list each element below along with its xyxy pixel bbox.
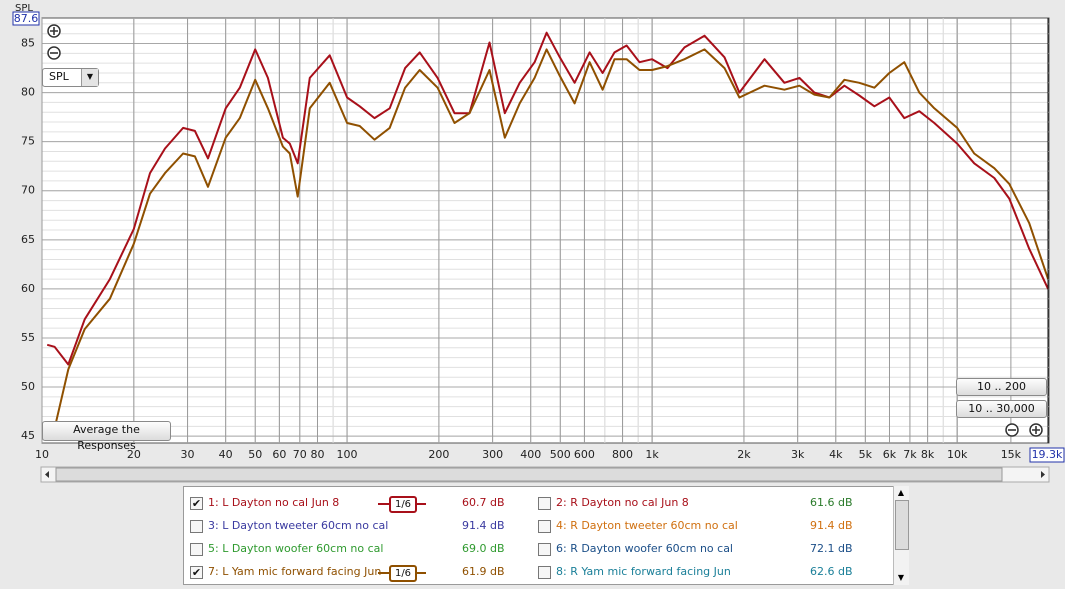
legend-level: 91.4 dB bbox=[462, 519, 505, 532]
scroll-up[interactable]: ▲ bbox=[897, 488, 905, 497]
x-zoom-in-icon[interactable] bbox=[1029, 423, 1043, 437]
x-tick-label: 8k bbox=[921, 448, 935, 461]
x-tick-label: 80 bbox=[310, 448, 324, 461]
v-scrollbar[interactable]: ▲ ▼ bbox=[893, 486, 909, 585]
checkbox[interactable] bbox=[190, 520, 203, 533]
x-tick-label: 600 bbox=[574, 448, 595, 461]
x-tick-label: 300 bbox=[482, 448, 503, 461]
y-tick-label: 55 bbox=[21, 331, 35, 344]
smoothing-label: 1/6 bbox=[389, 565, 417, 582]
y-tick-label: 45 bbox=[21, 429, 35, 442]
legend-row: 6: R Dayton woofer 60cm no cal 72.1 dB bbox=[538, 540, 898, 558]
checkbox[interactable] bbox=[538, 543, 551, 556]
x-tick-labels: 10 20 30 40 50 60 70 80 100 200 300 400 500 600 800 1k 2… bbox=[35, 448, 1022, 461]
legend-name: 8: R Yam mic forward facing Jun bbox=[556, 565, 731, 578]
zoom-preset-button[interactable]: 10 .. 200 bbox=[956, 378, 1047, 396]
x-tick-label: 2k bbox=[737, 448, 751, 461]
smoothing-label: 1/6 bbox=[389, 496, 417, 513]
legend-row: ✔ 7: L Yam mic forward facing Jun 1/6 61.9 … bbox=[190, 563, 550, 582]
x-tick-label: 70 bbox=[293, 448, 307, 461]
x-tick-label: 30 bbox=[181, 448, 195, 461]
x-tick-label: 6k bbox=[883, 448, 897, 461]
zoom-preset-button[interactable]: 10 .. 30,000 bbox=[956, 400, 1047, 418]
chart: SPL 87.6 10 20 30 40 50 60 70 80 100 200 300 400 500… bbox=[12, 3, 1065, 483]
response-curve bbox=[53, 48, 1049, 429]
legend-row: 5: L Dayton woofer 60cm no cal 69.0 dB bbox=[190, 540, 550, 558]
legend-row: 8: R Yam mic forward facing Jun 62.6 dB bbox=[538, 563, 898, 581]
legend-level: 91.4 dB bbox=[810, 519, 853, 532]
cursor-box bbox=[1029, 447, 1065, 463]
measurement-list: ✔ 1: L Dayton no cal Jun 8 1/6 60.7 dB 2: R … bbox=[183, 486, 908, 585]
y-tick-label: 80 bbox=[21, 86, 35, 99]
grid bbox=[41, 18, 1049, 443]
x-tick-label: 7k bbox=[903, 448, 917, 461]
legend-level: 72.1 dB bbox=[810, 542, 853, 555]
response-curve bbox=[46, 31, 1049, 366]
legend-name: 4: R Dayton tweeter 60cm no cal bbox=[556, 519, 738, 532]
x-tick-label: 500 bbox=[550, 448, 571, 461]
legend-level: 61.9 dB bbox=[462, 565, 505, 578]
checkbox[interactable]: ✔ bbox=[190, 566, 203, 579]
x-tick-label: 3k bbox=[791, 448, 805, 461]
x-tick-label: 800 bbox=[612, 448, 633, 461]
checkbox[interactable] bbox=[538, 497, 551, 510]
legend-name: 3: L Dayton tweeter 60cm no cal bbox=[208, 519, 389, 532]
y-tick-label: 65 bbox=[21, 233, 35, 246]
x-tick-label: 100 bbox=[337, 448, 358, 461]
smoothing-badge: 1/6 bbox=[378, 495, 426, 513]
x-tick-label: 10 bbox=[35, 448, 49, 461]
dropdown-arrow: ▼ bbox=[81, 69, 98, 86]
scroll-thumb[interactable] bbox=[895, 500, 909, 550]
x-tick-label: 40 bbox=[219, 448, 233, 461]
checkbox[interactable] bbox=[190, 543, 203, 556]
x-tick-label: 20 bbox=[127, 448, 141, 461]
legend-name: 5: L Dayton woofer 60cm no cal bbox=[208, 542, 384, 555]
legend-row: 2: R Dayton no cal Jun 8 61.6 dB bbox=[538, 494, 898, 512]
x-tick-label: 400 bbox=[520, 448, 541, 461]
y-tick-label: 50 bbox=[21, 380, 35, 393]
smoothing-badge: 1/6 bbox=[378, 564, 426, 582]
average-button[interactable]: Average the Responses bbox=[42, 421, 171, 452]
legend-name: 6: R Dayton woofer 60cm no cal bbox=[556, 542, 733, 555]
x-tick-label: 4k bbox=[829, 448, 843, 461]
legend-row: ✔ 1: L Dayton no cal Jun 8 1/6 60.7 dB bbox=[190, 494, 550, 513]
legend-name: 1: L Dayton no cal Jun 8 bbox=[208, 496, 340, 509]
zoom-in-icon[interactable] bbox=[47, 24, 61, 38]
scroll-down[interactable]: ▼ bbox=[897, 573, 905, 582]
x-tick-label: 50 bbox=[248, 448, 262, 461]
x-tick-label: 1k bbox=[645, 448, 659, 461]
curves bbox=[46, 31, 1049, 429]
legend-level: 61.6 dB bbox=[810, 496, 853, 509]
legend-row: 3: L Dayton tweeter 60cm no cal 91.4 dB bbox=[190, 517, 550, 535]
x-tick-label: 15k bbox=[1001, 448, 1022, 461]
x-tick-label: 60 bbox=[272, 448, 286, 461]
mode-select-text: SPL bbox=[49, 70, 69, 83]
x-zoom-out-icon[interactable] bbox=[1005, 423, 1019, 437]
legend-name: 2: R Dayton no cal Jun 8 bbox=[556, 496, 689, 509]
legend-level: 60.7 dB bbox=[462, 496, 505, 509]
legend-level: 69.0 dB bbox=[462, 542, 505, 555]
checkbox[interactable] bbox=[538, 520, 551, 533]
x-tick-label: 5k bbox=[859, 448, 873, 461]
y-top-value: 87.6 bbox=[14, 12, 39, 25]
legend-row: 4: R Dayton tweeter 60cm no cal 91.4 dB bbox=[538, 517, 898, 535]
checkbox[interactable] bbox=[538, 566, 551, 579]
y-top-box bbox=[12, 11, 40, 26]
mode-select[interactable]: SPL ▼ bbox=[42, 68, 99, 87]
y-tick-label: 75 bbox=[21, 135, 35, 148]
y-axis-label: SPL bbox=[15, 3, 33, 14]
legend-level: 62.6 dB bbox=[810, 565, 853, 578]
y-tick-label: 60 bbox=[21, 282, 35, 295]
checkbox[interactable]: ✔ bbox=[190, 497, 203, 510]
legend-name: 7: L Yam mic forward facing Jun bbox=[208, 565, 382, 578]
y-tick-label: 85 bbox=[21, 37, 35, 50]
x-tick-label: 10k bbox=[947, 448, 968, 461]
zoom-out-icon[interactable] bbox=[47, 46, 61, 60]
h-scrollbar[interactable] bbox=[40, 466, 1050, 483]
x-tick-label: 200 bbox=[428, 448, 449, 461]
y-tick-label: 70 bbox=[21, 184, 35, 197]
cursor-x-label: 19.3k bbox=[1032, 448, 1063, 461]
